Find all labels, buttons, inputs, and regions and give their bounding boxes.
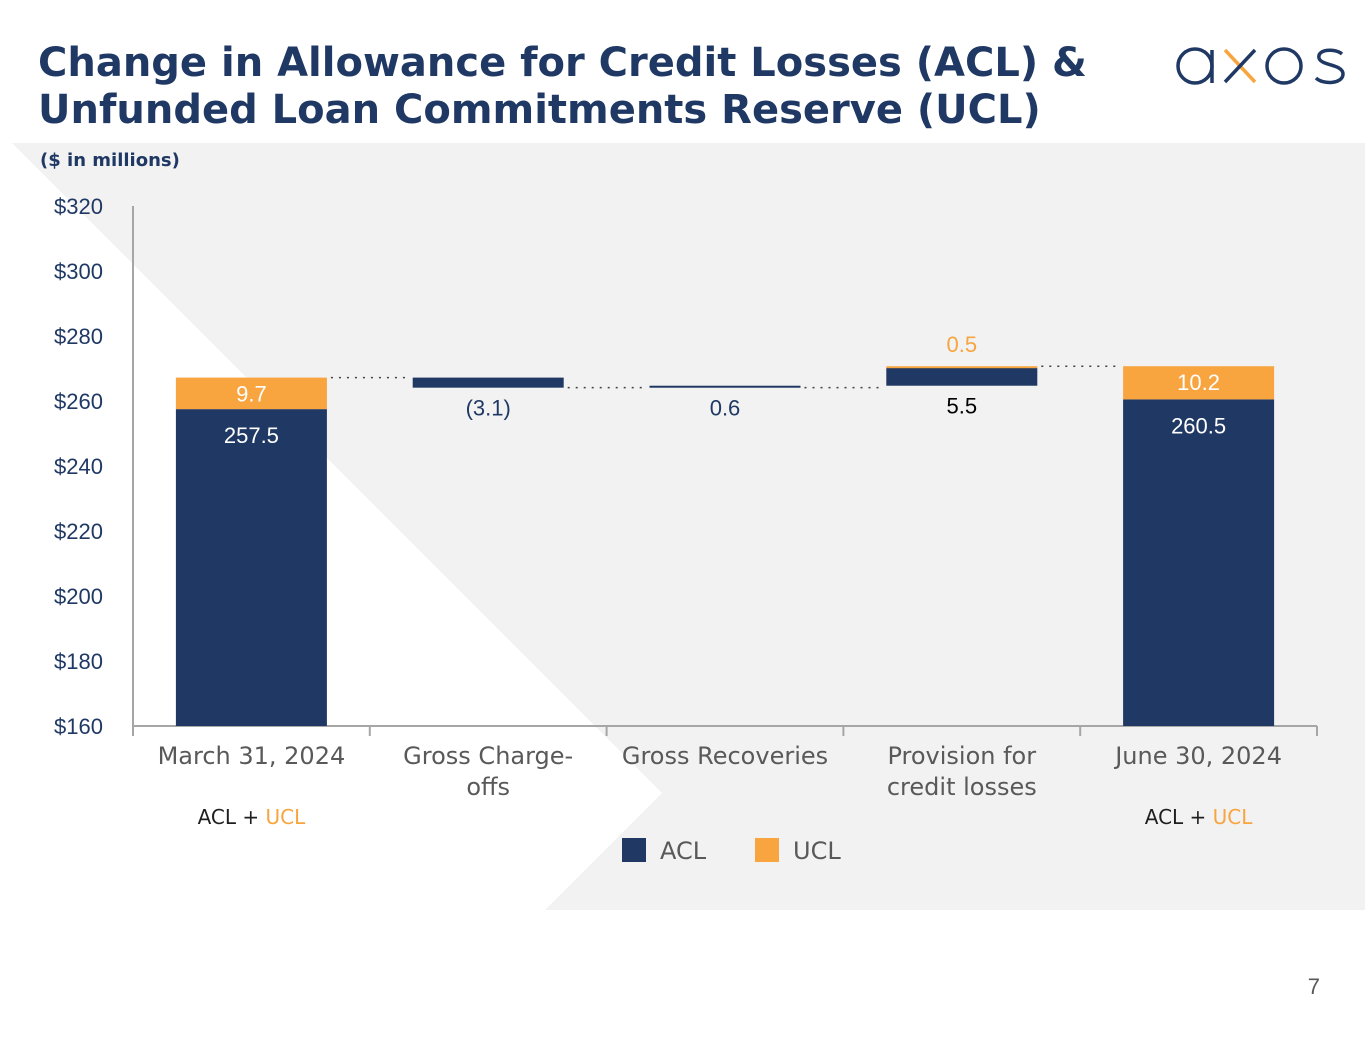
y-tick-label: $220	[54, 519, 103, 544]
y-tick-label: $280	[54, 324, 103, 349]
sublabel-acl: ACL	[198, 805, 237, 829]
sublabel-ucl: UCL	[265, 805, 306, 829]
ucl-bar	[175, 377, 327, 410]
page-number: 7	[1307, 974, 1320, 999]
page-title-line-2: Unfunded Loan Commitments Reserve (UCL)	[38, 87, 1041, 133]
page-title-line-1: Change in Allowance for Credit Losses (A…	[38, 40, 1087, 86]
y-tick-label: $260	[54, 389, 103, 414]
sublabel-acl: ACL	[1145, 805, 1184, 829]
ucl-bar	[1123, 366, 1275, 400]
x-category-label: credit losses	[887, 773, 1037, 801]
sublabel-plus: +	[236, 805, 265, 829]
x-category-label: Gross Recoveries	[622, 742, 828, 770]
logo-letter-s	[1314, 48, 1345, 85]
x-category-label: offs	[466, 773, 510, 801]
ucl-delta-bar	[886, 366, 1038, 369]
delta-value-label: (3.1)	[466, 396, 511, 421]
ucl-delta-value-label: 0.5	[947, 332, 978, 357]
acl-delta-bar	[886, 367, 1038, 386]
sublabel-ucl: UCL	[1213, 805, 1254, 829]
ucl-value-label: 10.2	[1177, 370, 1220, 395]
y-tick-label: $200	[54, 584, 103, 609]
x-category-label: March 31, 2024	[158, 742, 346, 770]
axos-logo: axos	[1176, 47, 1345, 85]
acl-delta-bar	[412, 377, 564, 388]
x-category-label: June 30, 2024	[1113, 742, 1282, 770]
x-category-label: Gross Charge-	[403, 742, 573, 770]
acl-bar	[1123, 399, 1275, 726]
acl-value-label: 260.5	[1171, 413, 1226, 438]
acl-ucl-sublabel: ACL + UCL	[198, 805, 307, 829]
page-title: Change in Allowance for Credit Losses (A…	[38, 40, 1138, 134]
sublabel-plus: +	[1183, 805, 1212, 829]
logo-letter-o	[1265, 47, 1303, 85]
logo-letter-x-stroke-2	[1223, 48, 1257, 84]
ucl-value-label: 9.7	[236, 382, 267, 407]
y-tick-label: $180	[54, 649, 103, 674]
legend-swatch-ucl	[755, 838, 779, 862]
units-label: ($ in millions)	[40, 150, 180, 171]
y-tick-label: $240	[54, 454, 103, 479]
background-panel-shape	[12, 143, 1365, 910]
y-tick-label: $300	[54, 259, 103, 284]
acl-value-label: 257.5	[224, 423, 279, 448]
legend-label-ucl: UCL	[793, 837, 841, 865]
y-tick-label: $160	[54, 714, 103, 739]
x-category-label: Provision for	[887, 742, 1036, 770]
delta-value-label: 0.6	[710, 396, 741, 421]
y-tick-label: $320	[54, 194, 103, 219]
acl-ucl-sublabel: ACL + UCL	[1145, 805, 1254, 829]
legend-label-acl: ACL	[660, 837, 707, 865]
acl-bar	[175, 409, 327, 726]
acl-delta-bar	[649, 385, 801, 388]
legend-swatch-acl	[622, 838, 646, 862]
acl-delta-value-label: 5.5	[947, 394, 978, 419]
